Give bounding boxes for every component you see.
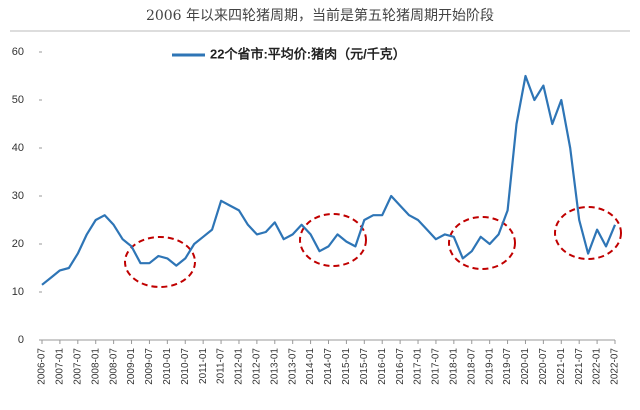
x-tick-label: 2018-01 (448, 348, 459, 385)
x-tick-label: 2011-01 (198, 348, 209, 384)
x-tick-label: 2006-07 (37, 348, 48, 385)
cycle-ellipse (448, 216, 516, 270)
x-tick-label: 2022-01 (592, 348, 603, 385)
x-tick-label: 2022-07 (610, 348, 621, 385)
x-tick-label: 2013-01 (269, 348, 280, 385)
x-tick-label: 2010-07 (180, 348, 191, 385)
x-tick-label: 2007-07 (72, 348, 83, 385)
y-tick-label: 10 (12, 286, 24, 298)
x-tick-label: 2017-07 (431, 348, 442, 385)
x-tick-label: 2010-01 (162, 348, 173, 385)
x-tick-label: 2012-07 (252, 348, 263, 385)
x-tick-label: 2012-01 (234, 348, 245, 385)
x-tick-label: 2017-01 (413, 348, 424, 385)
y-tick-label: 30 (12, 190, 24, 202)
y-tick-label: 20 (12, 238, 24, 250)
x-tick-label: 2015-07 (359, 348, 370, 385)
cycle-ellipse (299, 213, 367, 267)
x-tick-label: 2011-07 (216, 348, 227, 384)
x-tick-label: 2016-07 (395, 348, 406, 385)
y-tick-label: 0 (18, 334, 24, 346)
data-line (41, 74, 617, 286)
x-tick-label: 2021-07 (574, 348, 585, 385)
cycle-ellipse (554, 206, 622, 260)
x-tick-label: 2009-01 (126, 348, 137, 385)
x-tick-label: 2018-07 (466, 348, 477, 385)
x-tick-label: 2020-01 (520, 348, 531, 385)
legend-label: 22个省市:平均价:猪肉（元/千克） (210, 46, 406, 61)
x-tick-label: 2021-01 (556, 348, 567, 385)
x-tick-label: 2013-07 (287, 348, 298, 385)
y-tick-label: 60 (12, 46, 24, 58)
x-tick-label: 2008-01 (90, 348, 101, 385)
annotations (124, 206, 622, 288)
x-tick-label: 2009-07 (144, 348, 155, 385)
x-tick-label: 2015-01 (341, 348, 352, 385)
x-tick-label: 2007-01 (55, 348, 66, 385)
chart-title: 2006 年以来四轮猪周期，当前是第五轮猪周期开始阶段 (146, 7, 494, 24)
x-tick-label: 2016-01 (377, 348, 388, 385)
x-tick-label: 2020-07 (538, 348, 549, 385)
x-tick-label: 2019-01 (484, 348, 495, 385)
x-tick-label: 2019-07 (502, 348, 513, 385)
cycle-ellipse (124, 236, 196, 288)
x-tick-label: 2008-07 (108, 348, 119, 385)
x-tick-label: 2014-01 (305, 348, 316, 385)
y-tick-label: 50 (12, 94, 24, 106)
x-tick-label: 2014-07 (323, 348, 334, 385)
y-tick-label: 40 (12, 142, 24, 154)
